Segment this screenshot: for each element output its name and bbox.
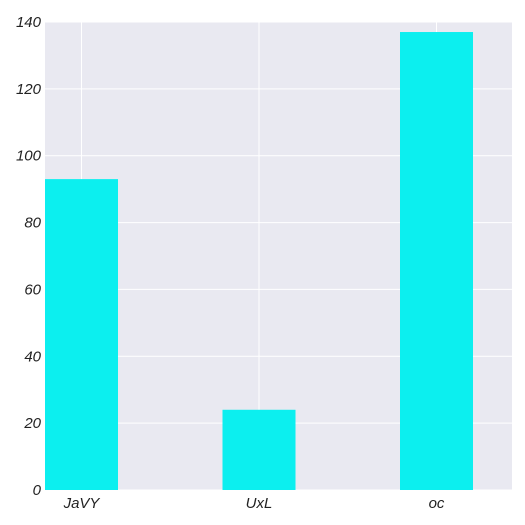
bars: [45, 32, 473, 491]
y-tick-label: 80: [24, 215, 41, 232]
y-axis-ticks: 0 20 40 60 80 100 120 140: [16, 14, 42, 499]
x-tick-label: UxL: [246, 495, 273, 512]
bar-oc: [400, 32, 473, 491]
y-tick-label: 0: [33, 482, 42, 499]
y-tick-label: 60: [24, 281, 41, 298]
y-tick-label: 100: [16, 148, 42, 165]
x-tick-label: oc: [429, 495, 445, 512]
x-axis-ticks: JaVY UxL oc: [63, 495, 445, 512]
bar-JaVY: [45, 179, 118, 490]
y-tick-label: 40: [24, 348, 41, 365]
y-tick-label: 20: [23, 415, 41, 432]
x-tick-label: JaVY: [63, 495, 101, 512]
y-tick-label: 120: [16, 81, 42, 98]
y-tick-label: 140: [16, 14, 42, 31]
bar-UxL: [222, 409, 296, 490]
